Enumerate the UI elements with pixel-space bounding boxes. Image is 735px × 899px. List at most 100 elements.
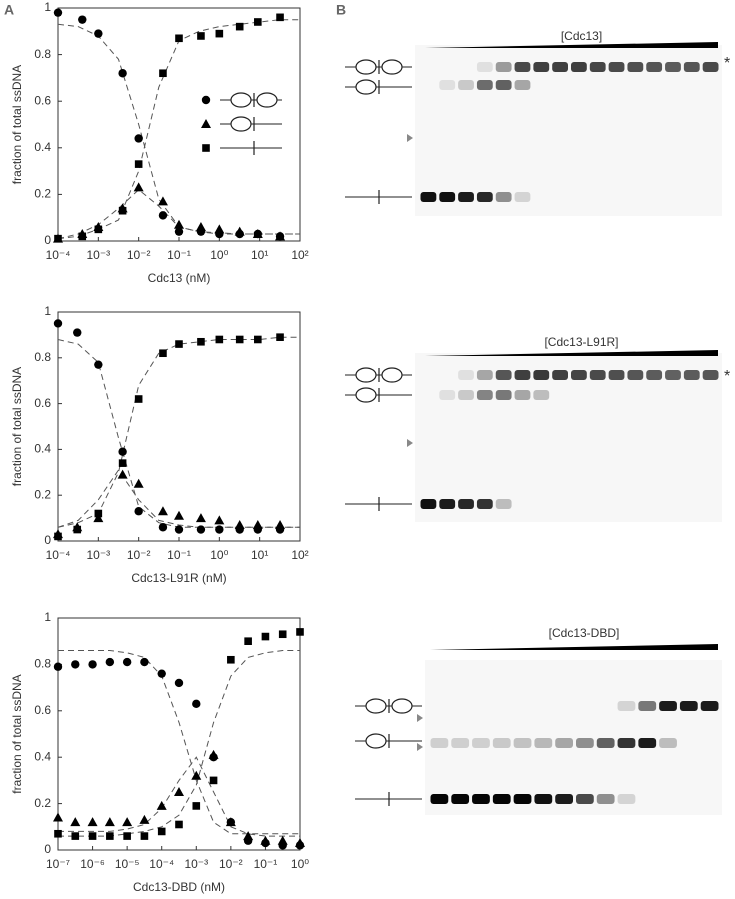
gel-band	[495, 370, 512, 380]
x-tick-label: 10⁰	[210, 248, 228, 262]
y-tick-label: 0	[44, 842, 51, 856]
gel-band	[702, 370, 719, 380]
gel-band	[458, 80, 474, 90]
x-tick-label: 10⁰	[210, 548, 228, 562]
gel-band	[534, 794, 553, 804]
gel-band	[495, 499, 512, 509]
data-point	[174, 525, 184, 534]
gel-band	[514, 390, 531, 400]
data-point	[78, 15, 87, 24]
y-axis-label: fraction of total ssDNA	[10, 367, 24, 486]
gel-band	[576, 794, 594, 804]
data-point	[73, 525, 82, 534]
gel-band	[476, 192, 493, 202]
gel-band	[617, 794, 636, 804]
data-point	[195, 513, 206, 523]
data-point	[260, 835, 271, 845]
protein-oval	[381, 59, 403, 75]
data-point	[134, 134, 143, 143]
data-point	[174, 510, 184, 520]
y-tick-label: 1	[44, 610, 51, 624]
protein-oval	[381, 367, 403, 383]
gel-band	[420, 499, 437, 509]
y-tick-label: 0.2	[34, 487, 51, 501]
gel-band	[476, 499, 493, 509]
y-tick-label: 0.6	[34, 93, 51, 107]
gel-band	[476, 370, 493, 380]
gel	[415, 353, 722, 522]
fit-curve	[57, 23, 300, 235]
data-point	[87, 817, 98, 827]
gel-band	[534, 738, 553, 748]
protein-oval	[355, 367, 377, 383]
x-tick-label: 10⁻⁴	[149, 857, 174, 871]
gel-band	[617, 701, 636, 711]
x-tick-label: 10⁻¹	[167, 548, 191, 562]
data-point	[275, 231, 286, 241]
gel-band	[646, 370, 663, 380]
gel-band	[659, 738, 677, 748]
gel-band	[665, 62, 681, 72]
gel-arrow	[417, 743, 423, 751]
gel-band	[513, 738, 532, 748]
gel-label: [Cdc13-L91R]	[544, 335, 618, 349]
gel-band	[659, 701, 677, 711]
protein-oval	[230, 92, 252, 108]
data-point	[53, 319, 63, 328]
data-point	[261, 632, 270, 641]
gel-band	[665, 370, 681, 380]
data-point	[71, 660, 80, 669]
gel-band	[596, 794, 615, 804]
protein-oval	[256, 92, 278, 108]
gel-band	[555, 738, 573, 748]
gel-band	[458, 370, 474, 380]
data-point	[215, 29, 224, 38]
gel-band	[514, 192, 531, 202]
y-tick-label: 0	[44, 533, 51, 547]
data-point	[78, 232, 87, 241]
gel-band	[700, 701, 719, 711]
plot-frame	[57, 617, 301, 851]
gel-band	[576, 738, 594, 748]
y-tick-label: 0.6	[34, 396, 51, 410]
panel-label: A	[4, 2, 14, 18]
fit-curve	[58, 756, 300, 837]
data-point	[94, 509, 103, 518]
data-point	[94, 29, 103, 38]
data-point	[244, 637, 252, 645]
y-tick-label: 0.8	[34, 350, 51, 364]
x-tick-label: 10⁻²	[127, 548, 151, 562]
data-point	[133, 182, 144, 192]
data-point	[215, 335, 224, 344]
data-point	[93, 513, 104, 523]
data-point	[201, 95, 211, 105]
x-tick-label: 10⁻³	[184, 857, 208, 871]
data-point	[159, 69, 167, 78]
x-axis-label: Cdc13 (nM)	[148, 271, 211, 285]
y-tick-label: 1	[44, 0, 51, 14]
data-point	[118, 206, 127, 215]
y-tick-label: 0.2	[34, 796, 51, 810]
gel	[415, 45, 722, 216]
gel-band	[533, 370, 550, 380]
gel-band	[608, 62, 625, 72]
data-point	[174, 219, 184, 229]
data-point	[208, 749, 219, 759]
gel-band	[492, 794, 511, 804]
fit-curve	[57, 19, 300, 240]
data-point	[175, 34, 183, 43]
gel-band	[458, 390, 474, 400]
x-tick-label: 10⁻³	[86, 548, 110, 562]
gel-band	[646, 62, 663, 72]
gel-band	[596, 738, 615, 748]
data-point	[202, 144, 210, 152]
data-point	[118, 447, 127, 456]
gel-band	[533, 390, 550, 400]
data-point	[157, 827, 166, 836]
data-point	[196, 525, 206, 534]
protein-oval	[355, 79, 377, 95]
protein-oval	[365, 733, 387, 749]
gel-band	[571, 370, 587, 380]
data-point	[278, 630, 287, 639]
